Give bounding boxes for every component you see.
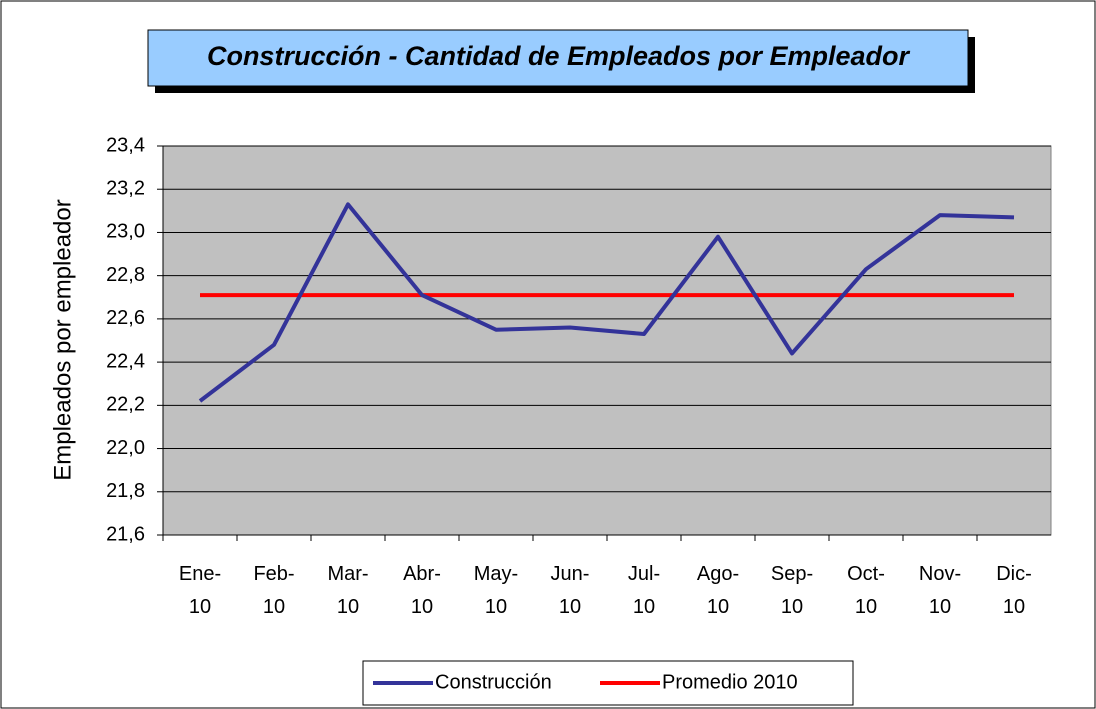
y-tick-label: 23,0	[106, 221, 145, 243]
x-tick-label: Sep-10	[771, 563, 813, 618]
x-tick-label: Dic-10	[996, 563, 1032, 618]
y-axis-label: Empleados por empleador	[49, 199, 76, 481]
y-tick-label: 22,2	[106, 394, 145, 416]
y-tick-label: 22,4	[106, 350, 145, 372]
y-tick-label: 23,4	[106, 134, 145, 156]
x-tick-label: Jul-10	[628, 563, 660, 618]
x-tick-label: May-10	[474, 563, 518, 618]
y-tick-label: 21,8	[106, 480, 145, 502]
y-tick-label: 21,6	[106, 523, 145, 545]
series-line	[198, 202, 1015, 403]
x-tick-label: Nov-10	[919, 563, 961, 618]
y-tick-label: 22,0	[106, 437, 145, 459]
x-tick-label: Feb-10	[253, 563, 294, 618]
x-tick-label: Ene-10	[179, 563, 221, 618]
title-box	[147, 29, 969, 87]
x-tick-label: Jun-10	[551, 563, 590, 618]
x-tick-label: Abr-10	[403, 563, 441, 618]
legend-label: Construcción	[435, 671, 552, 693]
x-tick-label: Ago-10	[697, 563, 739, 618]
legend-label: Promedio 2010	[662, 671, 798, 693]
x-tick-label: Mar-10	[327, 563, 368, 618]
y-tick-label: 22,6	[106, 307, 145, 329]
plot-area	[162, 145, 1052, 536]
chart-title: Construcción - Cantidad de Empleados por…	[207, 41, 911, 71]
y-tick-label: 23,2	[106, 178, 145, 200]
y-tick-label: 22,8	[106, 264, 145, 286]
x-tick-label: Oct-10	[847, 563, 885, 618]
